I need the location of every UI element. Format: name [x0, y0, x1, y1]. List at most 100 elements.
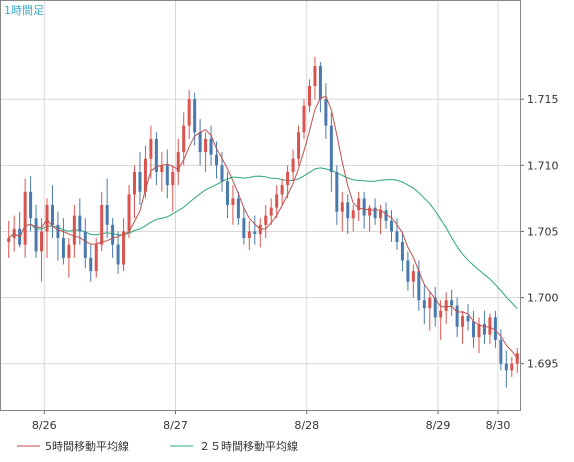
candle-down [154, 138, 158, 172]
candle-down [83, 231, 87, 258]
timeframe-label: 1時間足 [4, 4, 44, 17]
candle-up [264, 215, 268, 225]
ma25-line [8, 167, 518, 309]
candle-down [346, 202, 350, 219]
candle-down [384, 210, 388, 221]
ma5-line [8, 95, 518, 359]
candle-down [504, 363, 508, 371]
candle-down [373, 207, 377, 219]
candle-down [105, 205, 109, 225]
candle-down [450, 300, 454, 306]
candle-up [286, 171, 290, 186]
x-tick-label: 8/29 [426, 419, 451, 432]
candle-up [280, 185, 284, 195]
candle-up [357, 198, 361, 211]
candle-down [198, 132, 202, 153]
candle-down [89, 257, 93, 272]
candle-down [220, 165, 224, 182]
candle-up [379, 210, 383, 219]
gridlines [0, 0, 524, 414]
legend: 5時間移動平均線 ２５時間移動平均線 [17, 439, 298, 453]
candle-down [417, 271, 421, 301]
x-axis-tick-labels: 8/26 8/27 8/28 8/29 8/30 [32, 419, 510, 432]
candle-up [143, 158, 147, 192]
candle-up [461, 316, 465, 327]
candle-down [56, 224, 60, 239]
candle-up [340, 202, 344, 212]
candle-down [78, 215, 82, 232]
candle-down [324, 99, 328, 126]
candle-up [269, 207, 273, 216]
candle-up [127, 194, 131, 232]
candle-down [395, 231, 399, 243]
candle-up [67, 244, 71, 258]
candle-up [72, 215, 76, 245]
candle-up [368, 207, 372, 216]
y-tick-label: 1.695 [527, 358, 559, 371]
candle-up [247, 231, 251, 239]
candle-down [138, 171, 142, 192]
candle-up [100, 205, 104, 245]
candle-down [329, 125, 333, 172]
candle-up [297, 132, 301, 159]
candle-up [231, 198, 235, 205]
candle-down [400, 242, 404, 261]
candle-down [29, 191, 33, 219]
x-tick-label: 8/27 [163, 419, 188, 432]
x-tick-label: 8/30 [486, 419, 511, 432]
candle-up [40, 231, 44, 252]
candle-up [477, 324, 481, 338]
candle-up [411, 271, 415, 282]
candle-down [466, 316, 470, 322]
candle-up [351, 210, 355, 219]
candle-up [94, 244, 98, 272]
candle-down [455, 305, 459, 327]
candle-up [7, 238, 11, 243]
ma5-line-layer [8, 95, 518, 359]
y-tick-label: 1.715 [527, 93, 559, 106]
candle-down [215, 154, 219, 166]
candle-up [275, 194, 279, 208]
candle-down [472, 321, 476, 338]
candle-down [61, 238, 65, 258]
candle-down [193, 99, 197, 133]
candle-up [122, 231, 126, 265]
legend-ma5-label: 5時間移動平均線 [45, 439, 129, 453]
x-tick-label: 8/28 [294, 419, 319, 432]
candles-layer [7, 56, 519, 388]
candle-down [209, 138, 213, 155]
candle-up [132, 171, 137, 195]
candle-down [433, 297, 437, 318]
candle-down [499, 339, 503, 364]
candle-up [291, 158, 295, 172]
candle-down [236, 198, 240, 219]
candle-up [149, 138, 153, 159]
candle-up [313, 66, 317, 86]
candle-down [362, 198, 366, 216]
candle-up [176, 152, 180, 172]
candle-down [253, 231, 257, 235]
candle-down [242, 218, 246, 239]
y-axis-tick-labels: 1.695 1.700 1.705 1.710 1.715 [527, 93, 559, 371]
x-tick-label: 8/26 [32, 419, 57, 432]
legend-ma25-label: ２５時間移動平均線 [199, 439, 298, 453]
candle-up [510, 363, 514, 371]
ma25-line-layer [8, 167, 518, 309]
candle-down [335, 171, 339, 212]
candle-up [488, 317, 492, 335]
candle-up [160, 165, 164, 172]
candle-down [318, 66, 322, 100]
candle-up [307, 85, 311, 106]
y-tick-label: 1.700 [527, 292, 559, 305]
candle-up [171, 171, 175, 186]
candle-down [111, 224, 115, 245]
candle-up [204, 138, 208, 153]
candle-down [116, 244, 120, 265]
candle-up [444, 300, 448, 311]
candle-up [182, 125, 186, 153]
candle-down [482, 324, 486, 335]
candle-up [302, 105, 306, 133]
candle-down [225, 181, 229, 205]
candle-down [406, 260, 410, 282]
candle-up [428, 297, 432, 309]
